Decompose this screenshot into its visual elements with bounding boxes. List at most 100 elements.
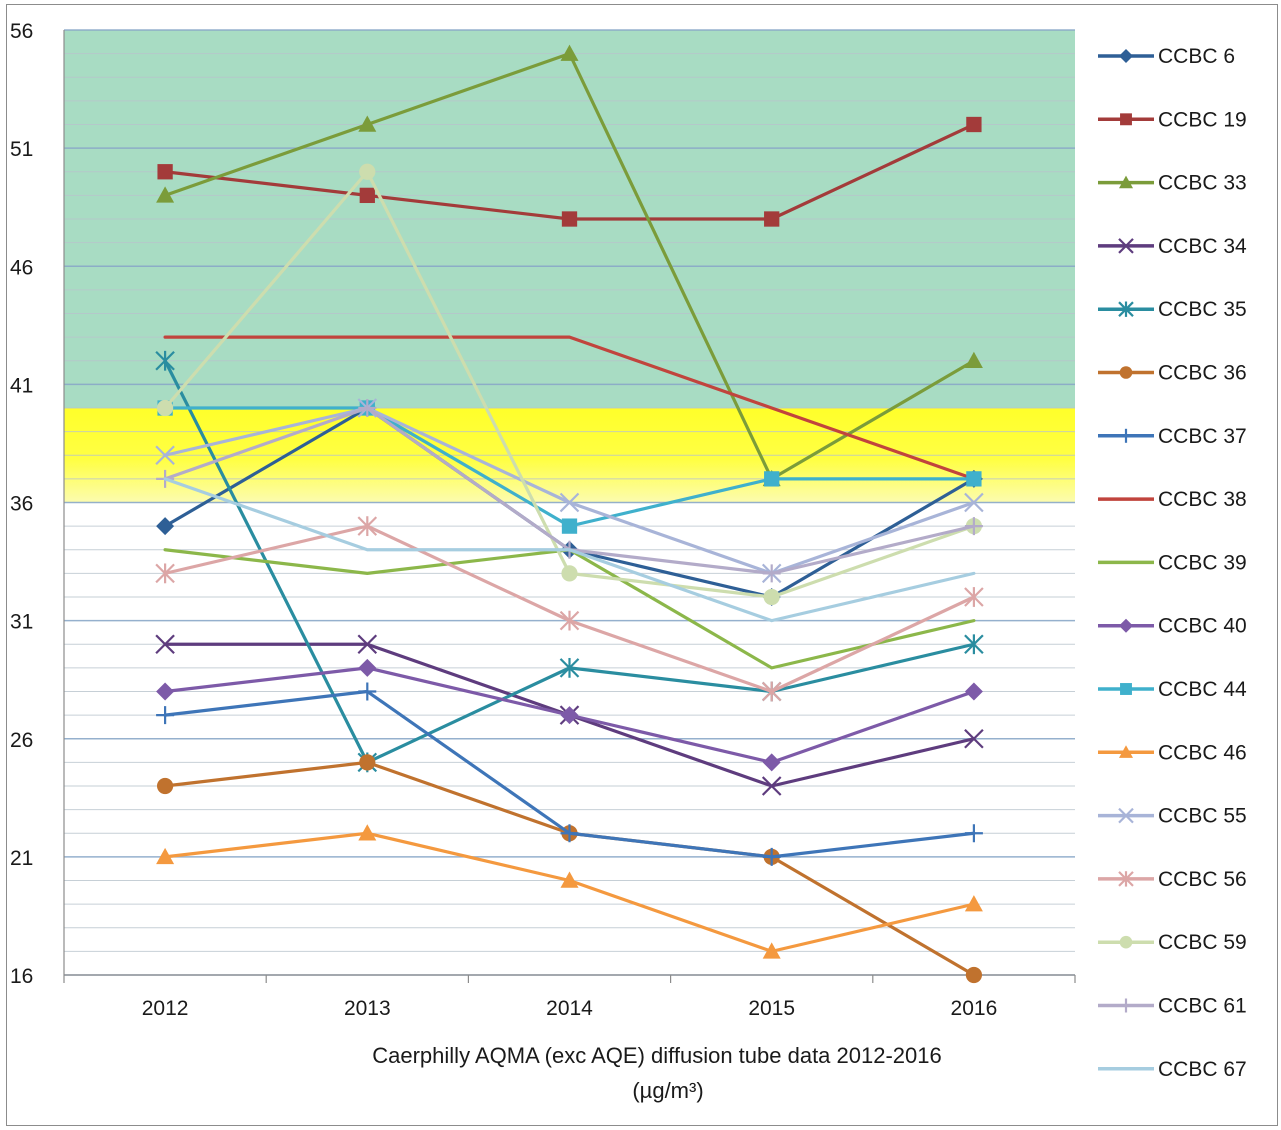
series-line-ccbc-67	[163, 477, 976, 623]
legend-label: CCBC 34	[1158, 235, 1247, 258]
data-point-ccbc-40	[358, 658, 377, 677]
data-point-ccbc-19	[966, 116, 982, 133]
legend-item-ccbc-67: CCBC 67	[1098, 1058, 1247, 1081]
legend-item-ccbc-39: CCBC 39	[1098, 551, 1247, 574]
series-ccbc-40	[156, 658, 983, 772]
data-point-ccbc-61	[358, 399, 377, 417]
data-point-ccbc-46	[762, 942, 781, 959]
legend-marker	[1118, 871, 1134, 887]
series-ccbc-55	[155, 398, 984, 584]
y-tick-label: 41	[10, 374, 33, 397]
legend-label: CCBC 55	[1158, 805, 1247, 828]
legend-item-ccbc-40: CCBC 40	[1098, 615, 1247, 638]
data-point-ccbc-34	[964, 728, 984, 749]
legend-item-ccbc-44: CCBC 44	[1098, 678, 1247, 701]
data-point-ccbc-59	[561, 565, 578, 582]
legend-marker	[1120, 683, 1132, 695]
data-point-ccbc-40	[762, 753, 781, 772]
x-tick-label: 2016	[951, 997, 998, 1020]
data-point-ccbc-59	[763, 588, 780, 606]
series-ccbc-19	[157, 116, 982, 227]
legend-item-ccbc-55: CCBC 55	[1098, 805, 1247, 828]
data-point-ccbc-59	[157, 399, 174, 417]
data-point-ccbc-36	[157, 777, 174, 795]
x-tick-label: 2015	[748, 997, 795, 1020]
data-point-ccbc-33	[156, 186, 175, 203]
legend-item-ccbc-61: CCBC 61	[1098, 995, 1247, 1018]
x-tick-label: 2014	[546, 997, 593, 1020]
legend-item-ccbc-36: CCBC 36	[1098, 362, 1247, 385]
data-point-ccbc-44	[966, 471, 982, 487]
data-point-ccbc-37	[964, 824, 983, 843]
data-point-ccbc-59	[359, 163, 376, 180]
data-point-ccbc-34	[155, 634, 175, 655]
series-layer	[155, 44, 984, 984]
chart-title: Caerphilly AQMA (exc AQE) diffusion tube…	[372, 1043, 942, 1068]
series-ccbc-46	[156, 824, 983, 959]
legend-label: CCBC 61	[1158, 995, 1247, 1018]
data-point-ccbc-40	[560, 706, 579, 725]
data-point-ccbc-35	[559, 657, 580, 678]
legend-label: CCBC 40	[1158, 615, 1247, 638]
data-point-ccbc-56	[357, 516, 378, 537]
data-point-ccbc-35	[964, 634, 984, 655]
axes: 16 21 26 31 36 41 46 51 56 2012 2013 2014 2015 2016	[10, 20, 1076, 1020]
legend-label: CCBC 36	[1158, 362, 1247, 385]
legend-label: CCBC 38	[1158, 488, 1247, 511]
legend-marker	[1119, 175, 1133, 189]
legend-item-ccbc-56: CCBC 56	[1098, 868, 1247, 891]
y-tick-label: 26	[10, 729, 33, 752]
legend-marker	[1118, 238, 1134, 254]
legend-item-ccbc-59: CCBC 59	[1098, 931, 1247, 954]
legend-item-ccbc-19: CCBC 19	[1098, 108, 1247, 131]
legend-item-ccbc-37: CCBC 37	[1098, 425, 1247, 448]
legend-marker	[1119, 745, 1133, 758]
data-point-ccbc-44	[764, 471, 780, 487]
data-point-ccbc-35	[155, 350, 175, 371]
legend-label: CCBC 37	[1158, 425, 1247, 448]
y-tick-label: 36	[10, 493, 33, 516]
legend-label: CCBC 59	[1158, 931, 1247, 954]
legend-label: CCBC 33	[1158, 172, 1247, 195]
series-ccbc-67	[163, 477, 976, 623]
legend-marker	[1119, 366, 1133, 379]
data-point-ccbc-56	[964, 587, 984, 607]
legend-item-ccbc-46: CCBC 46	[1098, 741, 1247, 764]
data-point-ccbc-19	[764, 211, 780, 227]
data-point-ccbc-61	[762, 564, 781, 583]
legend-item-ccbc-35: CCBC 35	[1098, 298, 1247, 321]
data-point-ccbc-37	[560, 824, 579, 843]
data-point-ccbc-40	[156, 682, 175, 701]
legend-item-ccbc-38: CCBC 38	[1098, 488, 1247, 511]
legend-label: CCBC 35	[1158, 298, 1247, 321]
data-point-ccbc-46	[156, 847, 175, 865]
data-point-ccbc-46	[964, 895, 983, 912]
x-tick-label: 2012	[142, 997, 189, 1020]
data-point-ccbc-33	[358, 115, 377, 132]
y-tick-label: 21	[10, 847, 33, 870]
legend-label: CCBC 19	[1158, 108, 1247, 131]
legend: CCBC 6 CCBC 19 CCBC 33 CCBC 34 CCBC 35 CCBC 3…	[1098, 45, 1247, 1081]
data-point-ccbc-33	[964, 351, 983, 368]
series-ccbc-56	[155, 516, 984, 702]
y-tick-label: 51	[10, 138, 33, 161]
legend-marker	[1118, 807, 1134, 824]
y-tick-label: 16	[10, 965, 33, 988]
legend-marker	[1118, 301, 1134, 317]
data-point-ccbc-19	[157, 164, 173, 180]
data-point-ccbc-56	[559, 610, 580, 631]
legend-label: CCBC 44	[1158, 678, 1247, 701]
data-point-ccbc-61	[964, 517, 983, 536]
legend-marker	[1119, 49, 1133, 63]
data-point-ccbc-36	[359, 754, 376, 771]
legend-item-ccbc-6: CCBC 6	[1098, 45, 1235, 68]
data-point-ccbc-44	[561, 518, 578, 534]
data-point-ccbc-34	[761, 776, 782, 796]
data-point-ccbc-33	[560, 44, 579, 61]
y-tick-label: 31	[10, 611, 33, 634]
legend-marker	[1120, 113, 1132, 126]
data-point-ccbc-37	[358, 682, 377, 701]
data-point-ccbc-56	[761, 681, 782, 702]
legend-label: CCBC 39	[1158, 551, 1247, 574]
data-point-ccbc-19	[561, 211, 578, 227]
